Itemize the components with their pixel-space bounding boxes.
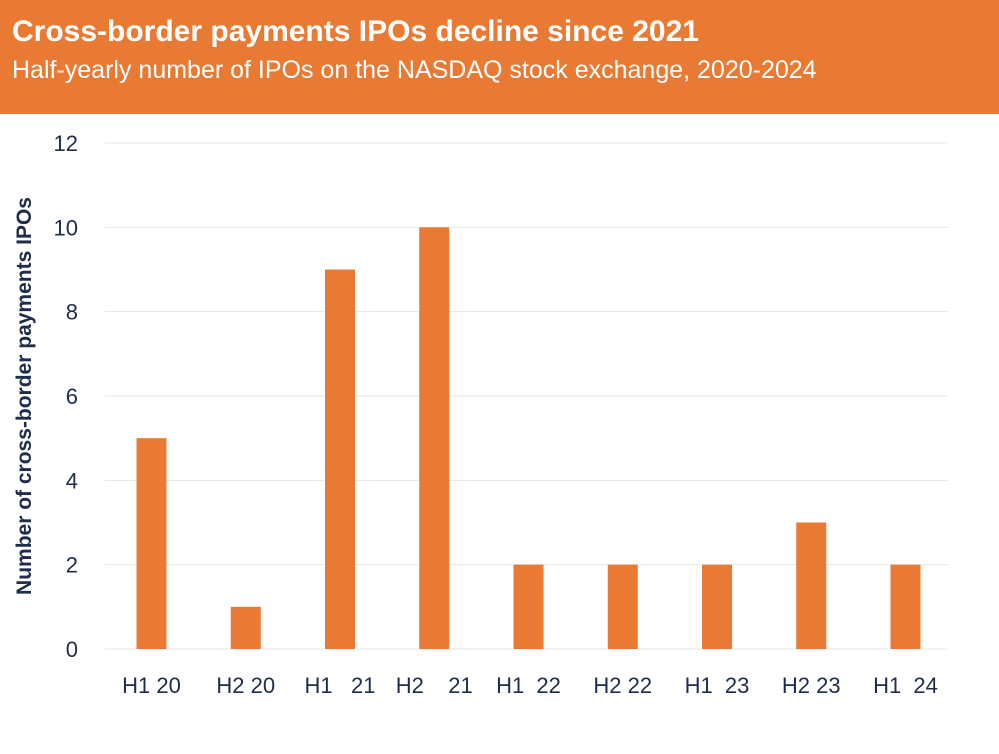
bar xyxy=(136,438,167,649)
y-tick-label: 2 xyxy=(66,553,78,578)
chart-header: Cross-border payments IPOs decline since… xyxy=(0,0,999,114)
bar xyxy=(230,606,261,649)
y-tick-label: 8 xyxy=(66,300,78,325)
x-tick-label: H2 20 xyxy=(216,673,275,698)
bar xyxy=(702,564,732,649)
bar xyxy=(796,522,827,649)
x-tick-label: H2 21 xyxy=(396,673,473,698)
y-tick-label: 0 xyxy=(66,637,78,662)
x-tick-label: H1 24 xyxy=(873,673,938,698)
bar xyxy=(325,269,355,649)
y-tick-label: 12 xyxy=(54,131,78,156)
chart-subtitle: Half-yearly number of IPOs on the NASDAQ… xyxy=(12,56,817,84)
bar xyxy=(513,564,544,649)
chart-area: 0 2 4 6 8 10 12 H1 20 H2 20 H1 21 H2 21 H1 22 H2 22 H… xyxy=(0,114,999,749)
bar xyxy=(419,227,450,650)
y-tick-label: 6 xyxy=(66,384,78,409)
bar-chart: 0 2 4 6 8 10 12 H1 20 H2 20 H1 21 H2 21 H1 22 H2 22 H… xyxy=(13,131,948,698)
bar xyxy=(890,564,921,649)
x-tick-label: H2 22 xyxy=(593,673,652,698)
x-tick-label: H1 21 xyxy=(305,673,376,698)
x-tick-label: H1 20 xyxy=(122,673,181,698)
x-tick-label: H2 23 xyxy=(782,673,841,698)
y-tick-label: 4 xyxy=(66,468,78,493)
x-tick-label: H1 22 xyxy=(496,673,561,698)
bar xyxy=(607,564,638,649)
x-tick-label: H1 23 xyxy=(685,673,750,698)
y-tick-label: 10 xyxy=(54,215,78,240)
y-axis-label: Number of cross-border payments IPOs xyxy=(13,197,36,595)
chart-title: Cross-border payments IPOs decline since… xyxy=(12,15,699,48)
